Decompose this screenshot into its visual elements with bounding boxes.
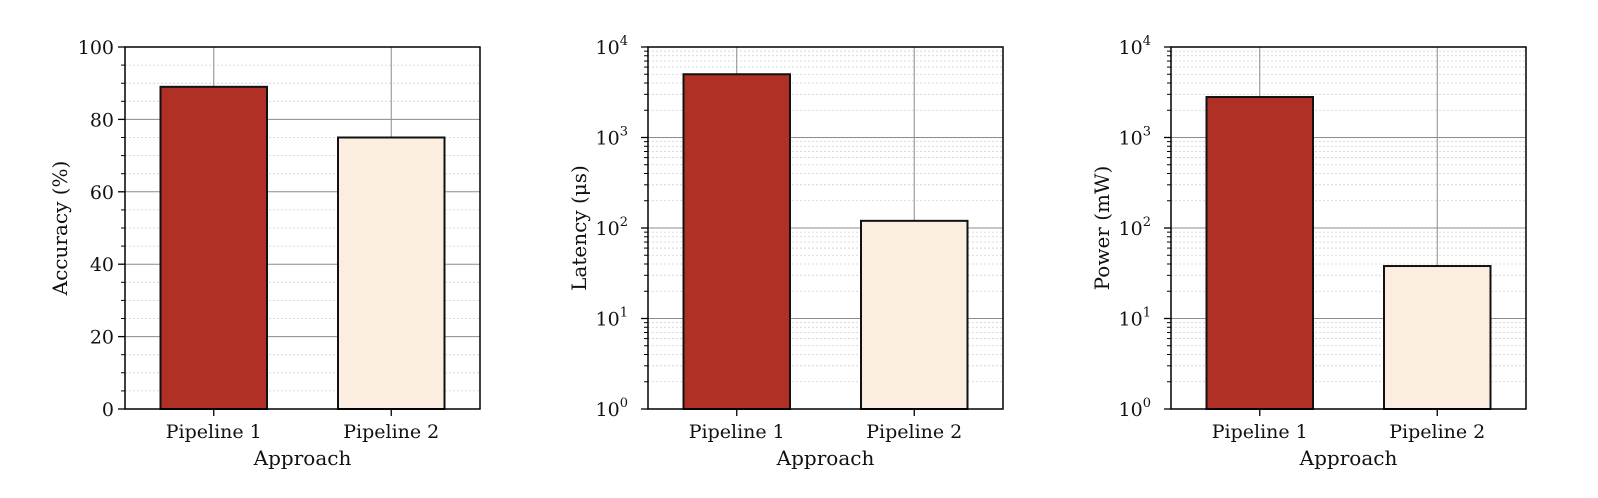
y-tick-label: 100 (1119, 396, 1151, 421)
bar-1 (159, 85, 268, 410)
x-tick-label: Pipeline 2 (1389, 421, 1485, 443)
chart-panel-2: 100 101 102 103 104 Pipeline 1 Pipeline 2 Appro… (567, 34, 1004, 470)
x-axis-label: Approach (1299, 446, 1398, 470)
y-tick-label: 20 (90, 327, 114, 349)
x-tick-label: Pipeline 2 (866, 421, 962, 443)
y-tick-label: 104 (596, 34, 628, 59)
x-axis-label: Approach (776, 446, 875, 470)
x-tick-label: Pipeline 1 (166, 421, 262, 443)
y-tick-label: 102 (596, 215, 628, 240)
x-tick-label: Pipeline 1 (689, 421, 785, 443)
y-tick-label: 101 (1119, 306, 1151, 331)
y-tick-label: 101 (596, 306, 628, 331)
y-tick-label: 100 (78, 37, 114, 59)
y-tick-label: 80 (90, 109, 114, 131)
y-tick-label: 40 (90, 254, 114, 276)
y-axis-label: Accuracy (%) (48, 161, 72, 297)
bar-2 (860, 219, 969, 410)
chart-panel-1: 0 20 40 60 80 100 Pipeline 1 Pipeline 2 Approach… (48, 37, 481, 470)
y-axis-label: Power (mW) (1090, 166, 1114, 291)
y-tick-label: 0 (102, 399, 114, 421)
y-tick-label: 100 (596, 396, 628, 421)
bar-1 (682, 73, 791, 410)
chart-panel-3: 100 101 102 103 104 Pipeline 1 Pipeline 2 Appro… (1090, 34, 1527, 470)
bar-2 (1383, 265, 1492, 410)
y-axis-label: Latency (μs) (567, 165, 591, 291)
y-tick-label: 104 (1119, 34, 1151, 59)
x-tick-label: Pipeline 1 (1212, 421, 1308, 443)
bar-2 (337, 136, 446, 410)
y-tick-label: 103 (596, 125, 628, 150)
x-axis-label: Approach (253, 446, 352, 470)
x-tick-label: Pipeline 2 (343, 421, 439, 443)
y-tick-label: 60 (90, 182, 114, 204)
bar-1 (1205, 96, 1314, 410)
y-tick-label: 103 (1119, 125, 1151, 150)
y-tick-label: 102 (1119, 215, 1151, 240)
